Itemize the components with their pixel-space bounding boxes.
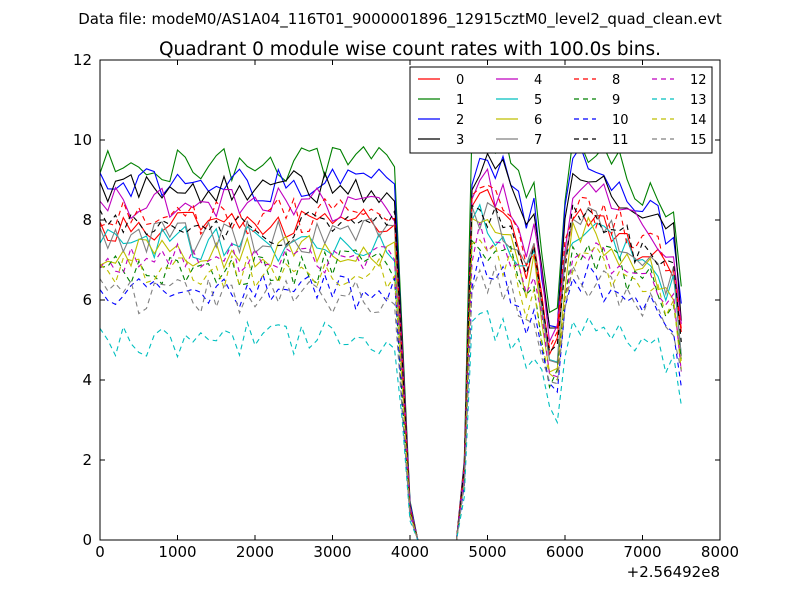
x-tick-label: 0	[95, 543, 105, 561]
legend-label-11: 11	[612, 133, 629, 148]
legend-label-5: 5	[534, 93, 542, 108]
series-line-5	[99, 203, 682, 541]
series-layer	[99, 126, 682, 541]
series-line-14	[99, 239, 682, 541]
x-tick-label: 5000	[468, 543, 506, 561]
legend-label-6: 6	[534, 113, 542, 128]
series-line-1	[99, 126, 682, 541]
x-tick-label: 1000	[158, 543, 196, 561]
x-tick-label: 2000	[236, 543, 274, 561]
series-line-11	[99, 202, 682, 541]
legend-label-13: 13	[690, 93, 707, 108]
legend-label-1: 1	[456, 93, 464, 108]
y-tick-label: 2	[82, 451, 92, 469]
x-offset-label: +2.56492e8	[627, 563, 720, 581]
chart-title: Quadrant 0 module wise count rates with …	[159, 39, 661, 60]
x-tick-label: 4000	[391, 543, 429, 561]
y-tick-label: 10	[73, 131, 92, 149]
legend-label-3: 3	[456, 133, 464, 148]
y-tick-label: 4	[82, 371, 92, 389]
legend-label-15: 15	[690, 133, 707, 148]
y-tick-label: 8	[82, 211, 92, 229]
series-line-7	[99, 201, 682, 541]
legend-label-10: 10	[612, 113, 629, 128]
x-tick-label: 3000	[313, 543, 351, 561]
x-tick-label: 8000	[701, 543, 739, 561]
legend-label-7: 7	[534, 133, 542, 148]
series-line-12	[99, 222, 682, 541]
x-tick-label: 6000	[546, 543, 584, 561]
series-line-6	[99, 216, 682, 541]
legend-label-4: 4	[534, 73, 542, 88]
legend-label-12: 12	[690, 73, 707, 88]
y-tick-label: 0	[82, 531, 92, 549]
series-line-9	[99, 239, 682, 541]
series-line-4	[99, 167, 682, 541]
legend-label-0: 0	[456, 73, 464, 88]
legend-label-14: 14	[690, 113, 707, 128]
legend-label-2: 2	[456, 113, 464, 128]
legend-label-9: 9	[612, 93, 620, 108]
x-tick-label: 7000	[623, 543, 661, 561]
series-line-2	[99, 145, 682, 541]
series-line-13	[99, 310, 682, 541]
series-line-3	[99, 152, 682, 541]
chart-suptitle: Data file: modeM0/AS1A04_116T01_90000018…	[78, 10, 722, 29]
y-tick-label: 6	[82, 291, 92, 309]
series-line-0	[99, 188, 682, 541]
y-tick-label: 12	[73, 51, 92, 69]
series-line-8	[99, 184, 682, 541]
series-line-10	[99, 251, 682, 541]
axes: 0 1000 2000 3000 4000 5000 6000 7000 80000246810…	[73, 51, 739, 581]
series-line-15	[99, 263, 682, 541]
legend-label-8: 8	[612, 73, 620, 88]
